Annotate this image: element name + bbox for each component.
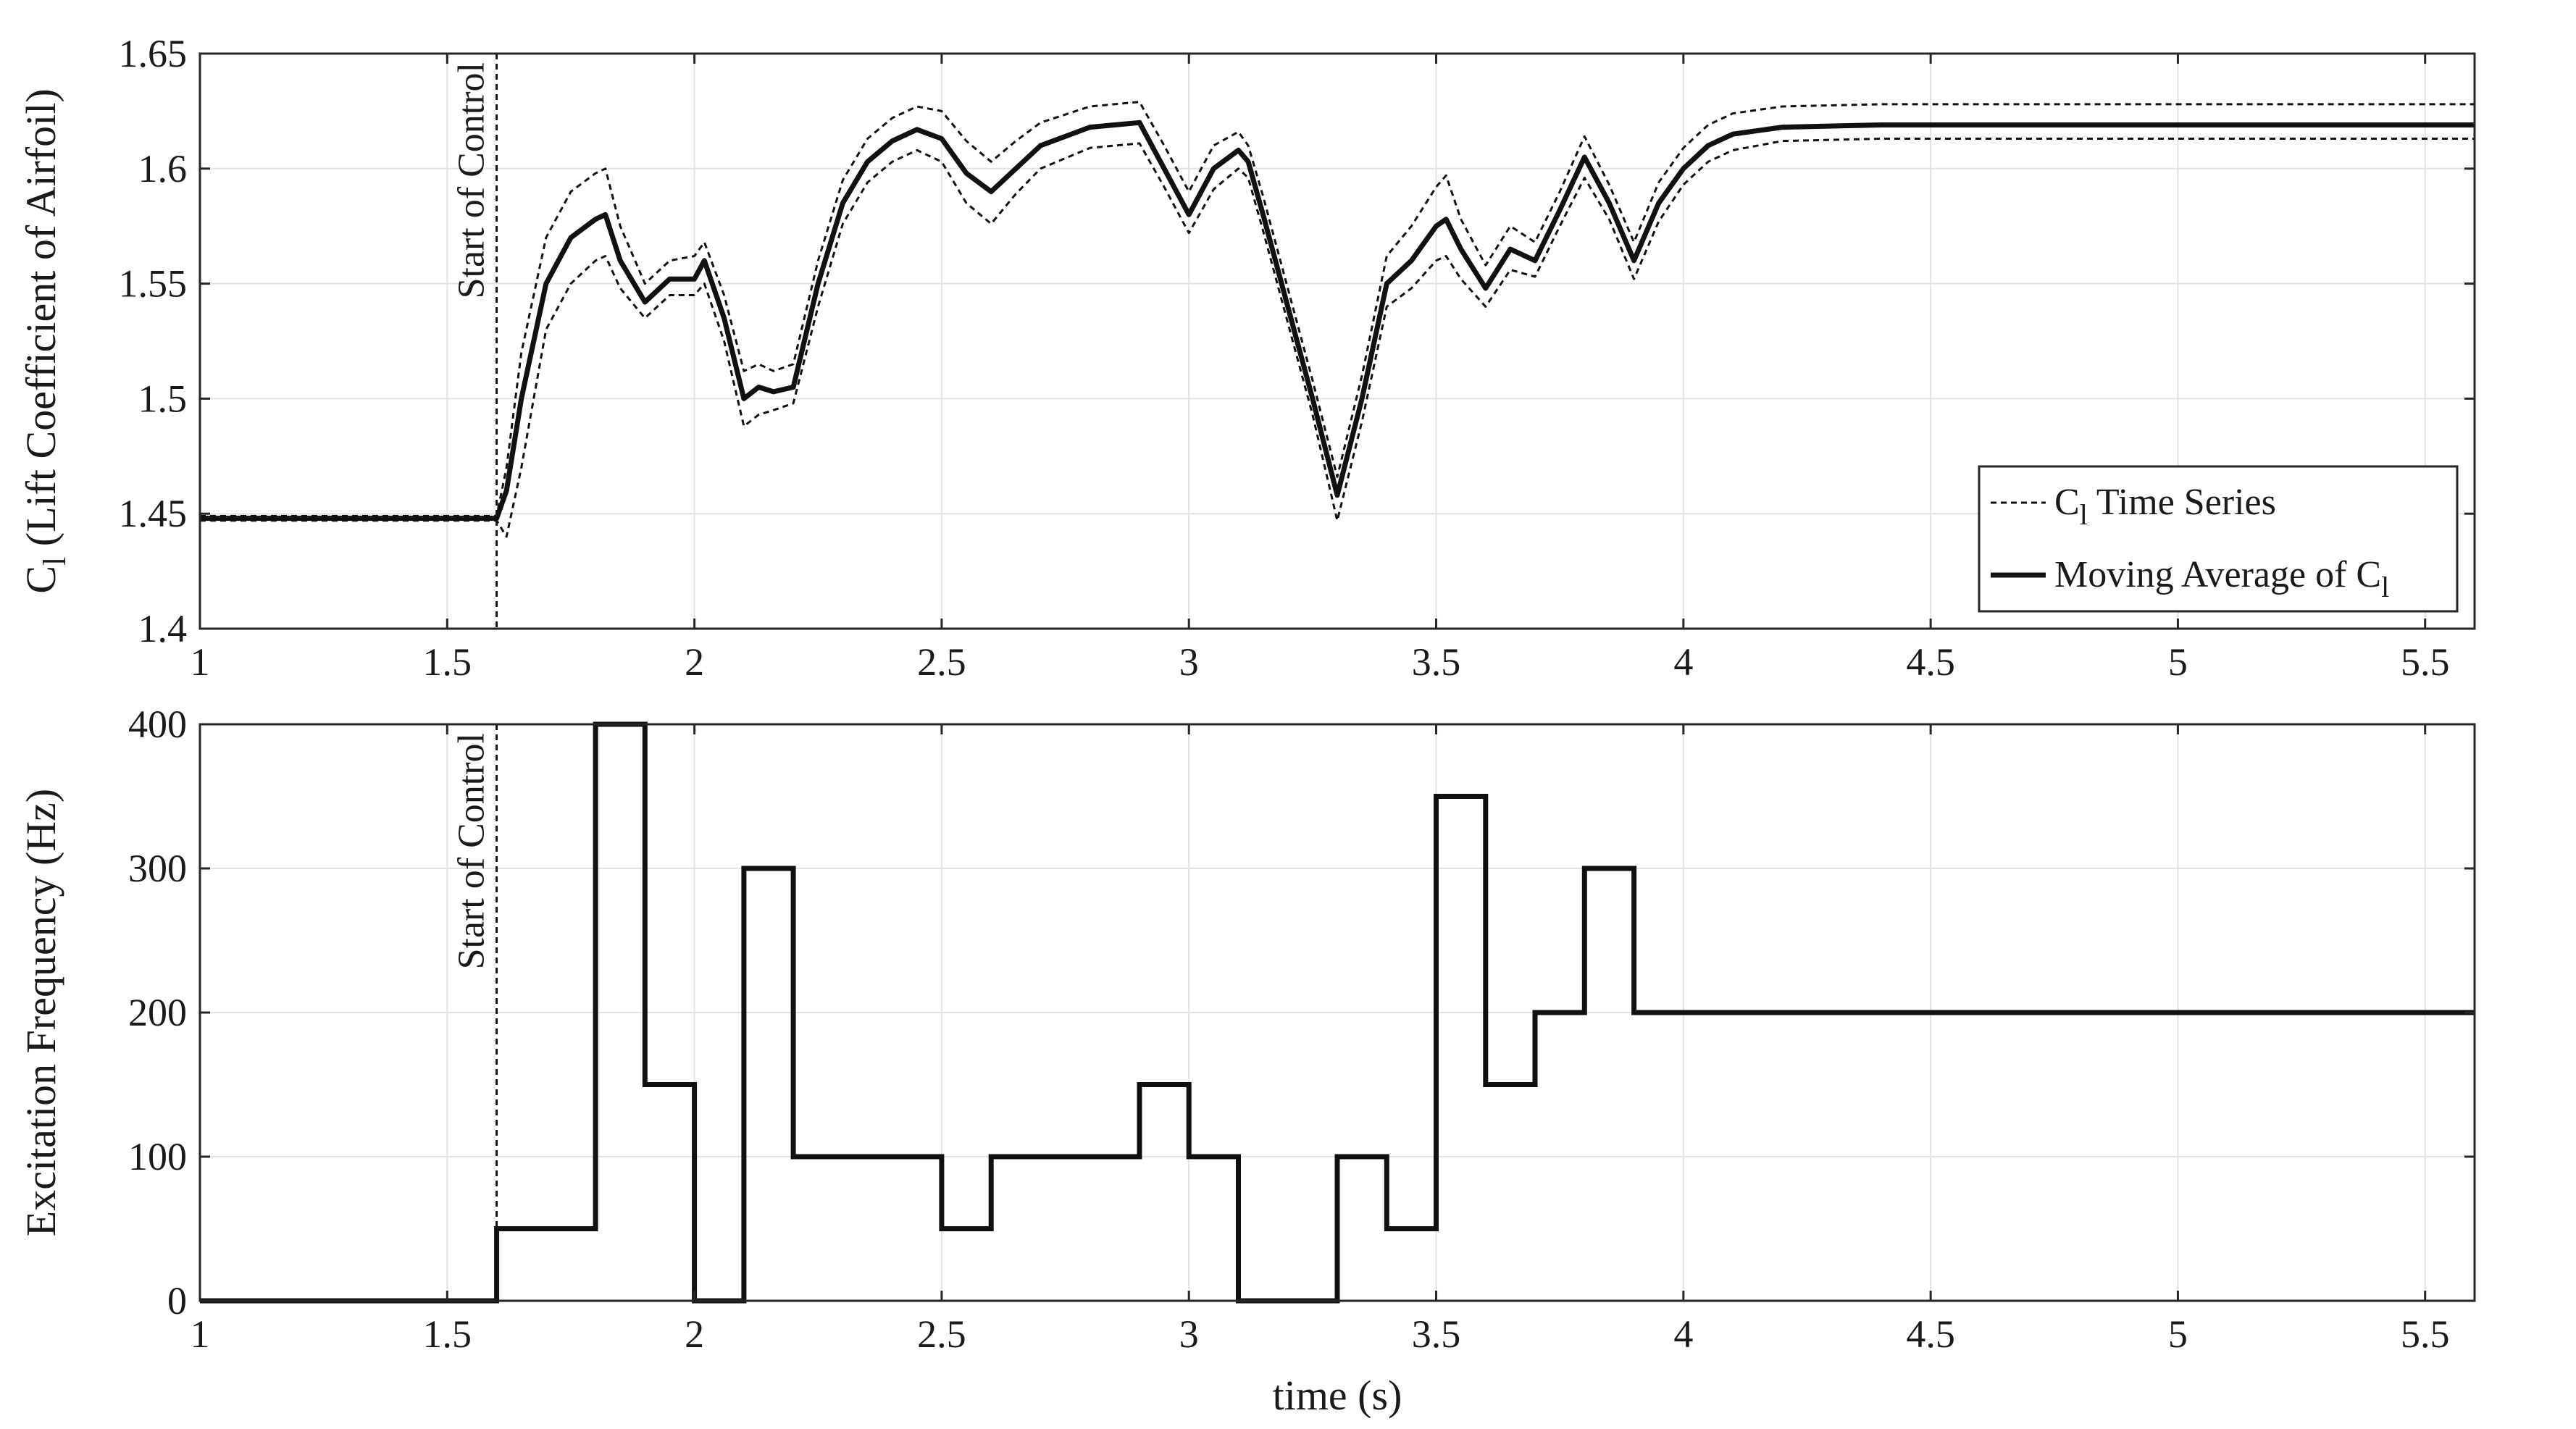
x-tick-label: 4 — [1673, 640, 1693, 684]
y-tick-label: 1.55 — [119, 262, 188, 306]
x-tick-label: 3.5 — [1412, 640, 1461, 684]
x-tick-label: 2 — [685, 640, 704, 684]
bottom-y-axis-label: Excitation Frequency (Hz) — [17, 789, 64, 1236]
cl-time-series-line — [200, 138, 2475, 538]
start-of-control-label: Start of Control — [451, 733, 493, 969]
y-label-subscript: l — [37, 557, 72, 566]
cl-time-series-line — [200, 101, 2475, 517]
y-tick-label: 1.5 — [138, 377, 188, 420]
y-tick-label: 200 — [128, 991, 187, 1034]
x-tick-label: 1 — [191, 640, 210, 684]
start-of-control-marker-bottom: Start of Control — [451, 724, 498, 1301]
y-tick-label: 1.65 — [119, 32, 188, 75]
y-tick-label: 1.6 — [138, 147, 188, 190]
x-tick-label: 4 — [1673, 1312, 1693, 1356]
bottom-ticks: 1 1.5 2 2.5 3 3.5 4 4.5 5 5.5 0 100 200 300 400 — [128, 703, 2475, 1356]
y-tick-label: 1.45 — [119, 492, 188, 535]
y-tick-label: 0 — [167, 1279, 187, 1323]
x-tick-label: 1 — [191, 1312, 210, 1356]
x-tick-label: 4.5 — [1906, 1312, 1955, 1356]
excitation-frequency-panel: Start of Control 1 1.5 2 2.5 3 3.5 4 4.5 5 5.5 0 10… — [17, 703, 2476, 1419]
x-tick-label: 5.5 — [2401, 640, 2450, 684]
legend-label-subscript: l — [2381, 571, 2389, 603]
start-of-control-label: Start of Control — [451, 62, 493, 298]
x-tick-label: 2.5 — [917, 640, 966, 684]
x-axis-label: time (s) — [1273, 1372, 1402, 1419]
x-tick-label: 5.5 — [2401, 1312, 2450, 1356]
legend-label: Moving Average of Cl — [2054, 554, 2389, 603]
y-label-main: C — [17, 566, 64, 594]
x-tick-label: 1.5 — [423, 1312, 472, 1356]
legend-label-subscript: l — [2080, 498, 2088, 531]
legend-label-main: Moving Average of C — [2054, 554, 2381, 595]
lift-coefficient-panel: Start of Control 1 1.5 2 2.5 3 3.5 4 4.5 5 5.5 1.4… — [17, 32, 2476, 684]
legend-label: Cl Time Series — [2054, 482, 2276, 531]
start-of-control-marker-top: Start of Control — [451, 54, 498, 629]
x-tick-label: 3 — [1179, 640, 1199, 684]
y-tick-label: 100 — [128, 1135, 187, 1178]
bottom-series — [200, 721, 2475, 1304]
excitation-frequency-line — [200, 721, 2475, 1304]
top-y-axis-label: Cl (Lift Coefficient of Airfoil) — [17, 88, 72, 593]
y-label-rest: (Lift Coefficient of Airfoil) — [17, 88, 64, 556]
legend-label-main: C — [2054, 482, 2080, 523]
top-series — [200, 101, 2475, 538]
x-tick-label: 3.5 — [1412, 1312, 1461, 1356]
y-tick-label: 1.4 — [138, 607, 188, 650]
y-tick-label: 300 — [128, 847, 187, 890]
x-tick-label: 5 — [2168, 1312, 2188, 1356]
x-tick-label: 2 — [685, 1312, 704, 1356]
y-tick-label: 400 — [128, 703, 187, 746]
x-tick-label: 1.5 — [423, 640, 472, 684]
top-ticks: 1 1.5 2 2.5 3 3.5 4 4.5 5 5.5 1.4 1.45 1.5 1.55 1.6 1.6… — [119, 32, 2475, 684]
moving-average-line — [200, 120, 2475, 521]
x-tick-label: 3 — [1179, 1312, 1199, 1356]
x-tick-label: 2.5 — [917, 1312, 966, 1356]
legend-box — [1978, 465, 2459, 613]
x-tick-label: 5 — [2168, 640, 2188, 684]
x-tick-label: 4.5 — [1906, 640, 1955, 684]
legend-label-rest: Time Series — [2088, 482, 2276, 523]
top-plot-frame — [198, 52, 2476, 630]
